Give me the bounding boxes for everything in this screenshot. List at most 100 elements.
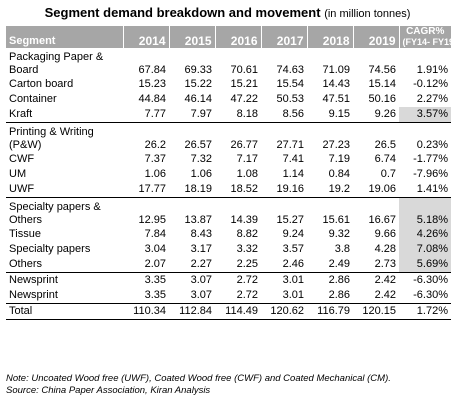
header-year: 2016: [215, 26, 262, 48]
cell-value: 3.35: [123, 288, 169, 304]
table-row: Specialty papers & Others 12.95 13.87 14…: [6, 197, 451, 227]
cell-value: 27.71: [276, 139, 304, 151]
row-label: Specialty papers: [9, 243, 91, 255]
table-row: Container 44.84 46.14 47.22 50.53 47.51 …: [6, 92, 451, 107]
cell-value: 67.84: [138, 64, 166, 76]
cell-value: 15.54: [276, 78, 304, 90]
cell-value: 0.7: [380, 168, 396, 180]
title-text: Segment demand breakdown and movement: [44, 5, 321, 20]
cell-cagr: 1.41%: [399, 182, 451, 198]
cell-value: 26.5: [374, 139, 396, 151]
cell-value: 27.23: [322, 139, 350, 151]
header-segment: Segment: [6, 26, 124, 48]
header-year: 2018: [307, 26, 354, 48]
cell-value: 17.77: [123, 182, 169, 198]
cell-cagr: -7.96%: [413, 168, 448, 180]
row-label: Total: [6, 303, 123, 320]
cell-value: 3.01: [282, 274, 304, 286]
cell-value: 8.56: [261, 107, 307, 123]
cell-cagr: 5.69%: [399, 257, 451, 273]
cell-value: 7.17: [236, 153, 258, 165]
row-label: Carton board: [9, 78, 74, 90]
cell-value: 3.32: [236, 243, 258, 255]
table-row: UM 1.06 1.06 1.08 1.14 0.84 0.7 -7.96%: [6, 167, 451, 182]
cell-value: 2.86: [328, 274, 350, 286]
cell-value: 26.77: [230, 139, 258, 151]
cell-value: 19.16: [261, 182, 307, 198]
table-row: Packaging Paper & Board 67.84 69.33 70.6…: [6, 48, 451, 77]
cell-value: 3.01: [261, 288, 307, 304]
table-row: Others 2.07 2.27 2.25 2.46 2.49 2.73 5.6…: [6, 257, 451, 273]
cell-cagr: 7.08%: [399, 242, 451, 257]
cell-value: 69.33: [184, 64, 212, 76]
cell-value: 120.15: [353, 303, 399, 320]
cell-value: 46.14: [184, 93, 212, 105]
cell-value: 14.39: [230, 214, 258, 226]
cell-value: 71.09: [322, 64, 350, 76]
cell-value: 8.18: [215, 107, 261, 123]
cell-value: 44.84: [138, 93, 166, 105]
cell-value: 110.34: [123, 303, 169, 320]
cell-value: 2.42: [374, 274, 396, 286]
cell-cagr: 1.91%: [416, 64, 448, 76]
header-cagr-label: CAGR%: [406, 26, 445, 37]
cell-value: 2.07: [123, 257, 169, 273]
cell-value: 6.74: [374, 153, 396, 165]
row-label: Specialty papers & Others: [9, 201, 101, 226]
cell-value: 2.72: [236, 274, 258, 286]
cell-value: 70.61: [230, 64, 258, 76]
cell-value: 2.25: [215, 257, 261, 273]
table-row: Specialty papers 3.04 3.17 3.32 3.57 3.8…: [6, 242, 451, 257]
cell-value: 26.2: [144, 139, 166, 151]
cell-value: 4.28: [374, 243, 396, 255]
cell-value: 19.2: [307, 182, 353, 198]
cell-value: 12.95: [138, 214, 166, 226]
cell-cagr: 5.18%: [399, 197, 451, 227]
cell-value: 26.57: [184, 139, 212, 151]
row-label: Others: [6, 257, 123, 273]
table-row: UWF 17.77 18.19 18.52 19.16 19.2 19.06 1…: [6, 182, 451, 198]
row-label: UWF: [6, 182, 123, 198]
cell-value: 2.73: [353, 257, 399, 273]
cell-cagr: 1.72%: [399, 303, 451, 320]
footnotes: Note: Uncoated Wood free (UWF), Coated W…: [6, 373, 391, 397]
cell-value: 15.27: [276, 214, 304, 226]
cell-cagr: 4.26%: [399, 227, 451, 242]
header-year: 2015: [169, 26, 216, 48]
cell-value: 14.43: [322, 78, 350, 90]
segment-table: Segment 2014 2015 2016 2017 2018 2019 CA…: [6, 26, 451, 320]
cell-value: 0.84: [328, 168, 350, 180]
cell-value: 3.07: [169, 288, 215, 304]
cell-value: 7.77: [123, 107, 169, 123]
cell-value: 3.35: [144, 274, 166, 286]
header-year: 2019: [353, 26, 400, 48]
header-cagr-period: (FY14- FY19): [402, 37, 452, 47]
cell-value: 15.23: [138, 78, 166, 90]
table-row: CWF 7.37 7.32 7.17 7.41 7.19 6.74 -1.77%: [6, 152, 451, 167]
cell-value: 3.04: [144, 243, 166, 255]
cell-value: 7.32: [190, 153, 212, 165]
cell-value: 16.67: [368, 214, 396, 226]
cell-value: 3.8: [334, 243, 350, 255]
cell-value: 2.49: [307, 257, 353, 273]
cell-value: 15.14: [368, 78, 396, 90]
cell-value: 74.63: [276, 64, 304, 76]
cell-value: 8.43: [190, 228, 212, 240]
cell-value: 2.27: [169, 257, 215, 273]
row-label: Packaging Paper & Board: [9, 51, 104, 76]
note-source: Source: China Paper Association, Kiran A…: [6, 385, 211, 396]
cell-value: 9.24: [282, 228, 304, 240]
cell-value: 1.14: [282, 168, 304, 180]
cell-value: 47.22: [230, 93, 258, 105]
row-label: UM: [9, 168, 27, 180]
row-label: Kraft: [6, 107, 123, 123]
cell-value: 2.42: [353, 288, 399, 304]
cell-value: 9.26: [353, 107, 399, 123]
table-row-total: Total 110.34 112.84 114.49 120.62 116.79…: [6, 303, 451, 320]
cell-value: 3.07: [190, 274, 212, 286]
note-abbreviations: Note: Uncoated Wood free (UWF), Coated W…: [6, 373, 391, 384]
cell-value: 9.15: [307, 107, 353, 123]
row-label: Tissue: [9, 228, 41, 240]
cell-value: 3.17: [190, 243, 212, 255]
